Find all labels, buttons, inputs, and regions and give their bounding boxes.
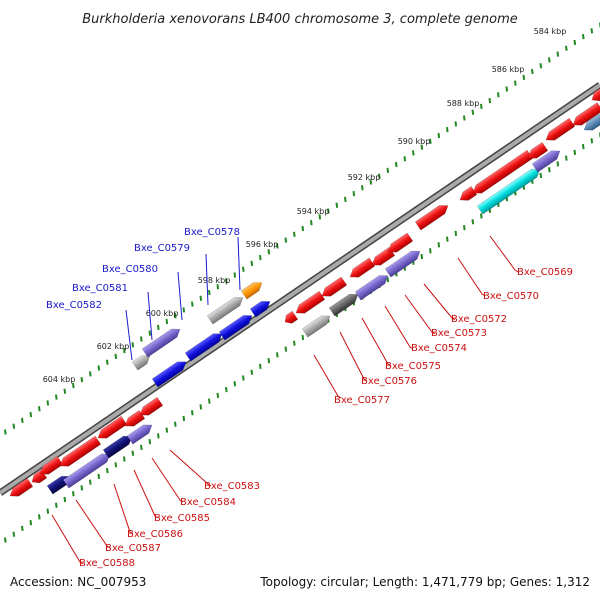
tick-label: 584 kbp [534, 27, 567, 36]
gene-bxe-c0580 [184, 333, 223, 362]
tick-labels-layer: 584 kbp 586 kbp 588 kbp 590 kbp 592 kbp 594 k… [43, 27, 567, 384]
genome-backbone [0, 82, 600, 496]
tick-label: 594 kbp [297, 207, 330, 216]
tick-label: 590 kbp [398, 137, 431, 146]
gene-bxe-c0581b [151, 361, 187, 388]
gene-bxe-c0577a [284, 310, 299, 324]
gene-label-reverse: Bxe_C0573 [431, 328, 487, 339]
gene-bxe-c0588a [9, 477, 34, 497]
gene-bxe-c0582 [131, 355, 151, 371]
tick-label: 596 kbp [246, 240, 279, 249]
gene-bxe-c0581 [141, 328, 181, 358]
gene-label-reverse: Bxe_C0586 [127, 529, 183, 540]
outer-tick-dots [4, 22, 600, 435]
gene-bxe-c0576a [321, 276, 348, 297]
leader-line [489, 235, 519, 273]
gene-bxe-c0576b [328, 293, 359, 317]
tick-label: 598 kbp [198, 276, 231, 285]
tick-dots-layer [4, 22, 600, 543]
leader-line [237, 236, 241, 291]
gene-label-forward: Bxe_C0579 [134, 243, 190, 254]
accession-text: Accession: NC_007953 [10, 575, 146, 589]
gene-bxe-c0587b [59, 435, 102, 467]
gene-label-forward: Bxe_C0580 [102, 264, 158, 275]
gene-bxe-c0570 [414, 205, 449, 231]
gene-label-reverse: Bxe_C0570 [483, 291, 539, 302]
gene-label-reverse: Bxe_C0588 [79, 558, 135, 569]
leader-line [169, 449, 212, 487]
gene-bxe-c0583 [126, 424, 153, 445]
gene-label-reverse: Bxe_C0575 [385, 361, 441, 372]
leader-line [75, 499, 111, 549]
leader-line [177, 271, 183, 321]
gene-bxe-c0585 [124, 409, 146, 427]
gene-bxe-c0575 [349, 257, 376, 278]
leader-line [205, 253, 209, 306]
gene-bxe-c0579 [206, 297, 244, 325]
gene-label-reverse: Bxe_C0574 [411, 343, 467, 354]
leader-line [423, 283, 456, 321]
gene-bxe-c0578 [240, 282, 263, 300]
gene-bxe-c0577c [301, 315, 331, 338]
gene-label-forward: Bxe_C0581 [72, 283, 128, 294]
leader-line [457, 257, 486, 297]
gene-label-forward: Bxe_C0582 [46, 300, 102, 311]
map-title: Burkholderia xenovorans LB400 chromosome… [82, 12, 518, 27]
gene-bxe-c0572 [384, 250, 421, 278]
leader-line [404, 294, 436, 335]
gene-edge-red2 [591, 87, 600, 102]
inner-tick-dots [4, 132, 600, 543]
gene-bxe-c0574 [354, 275, 389, 301]
gene-label-reverse: Bxe_C0584 [180, 497, 236, 508]
leader-line [361, 317, 392, 367]
tick-label: 586 kbp [492, 65, 525, 74]
leader-line [133, 469, 159, 519]
leader-line [384, 305, 414, 350]
leader-line [151, 457, 184, 503]
leader-line [113, 483, 134, 535]
gene-bxe-c0578b [249, 300, 271, 318]
gene-label-reverse: Bxe_C0572 [451, 314, 507, 325]
gene-bxe-c0584 [139, 396, 164, 416]
gene-bxe-c0569f [531, 150, 561, 173]
leader-line [125, 309, 133, 361]
gene-label-forward: Bxe_C0578 [184, 227, 240, 238]
tick-label: 592 kbp [348, 173, 381, 182]
gene-labels-layer: Bxe_C0578 Bxe_C0579 Bxe_C0580 Bxe_C0581 Bxe_… [46, 227, 573, 569]
gene-bxe-c0569e [476, 168, 541, 215]
gene-bxe-c0572b [387, 232, 414, 253]
gene-label-reverse: Bxe_C0583 [204, 481, 260, 492]
label-leaders-layer [51, 235, 519, 565]
gene-bxe-c0577b [295, 290, 326, 314]
tick-label: 602 kbp [97, 342, 130, 351]
genome-summary-text: Topology: circular; Length: 1,471,779 bp… [259, 575, 590, 589]
leader-line [339, 331, 368, 382]
gene-label-reverse: Bxe_C0587 [105, 543, 161, 554]
gene-bxe-c0586 [97, 415, 128, 439]
leader-line [147, 291, 153, 341]
gene-bxe-c0580b [218, 315, 253, 341]
gene-bxe-c0569d [545, 117, 576, 141]
gene-edge-red [572, 102, 600, 126]
leader-line [313, 354, 342, 399]
gene-bxe-c0569a [459, 185, 478, 201]
genes-layer [9, 87, 600, 497]
leader-line [51, 514, 84, 565]
tick-label: 588 kbp [447, 99, 480, 108]
tick-label: 604 kbp [43, 375, 76, 384]
gene-label-reverse: Bxe_C0576 [361, 376, 417, 387]
gene-label-reverse: Bxe_C0569 [517, 267, 573, 278]
gene-label-reverse: Bxe_C0585 [154, 513, 210, 524]
gene-bxe-c0569c [527, 141, 549, 159]
gene-label-reverse: Bxe_C0577 [334, 395, 390, 406]
tick-label: 600 kbp [146, 309, 179, 318]
gene-bxe-c0587c [62, 453, 111, 489]
